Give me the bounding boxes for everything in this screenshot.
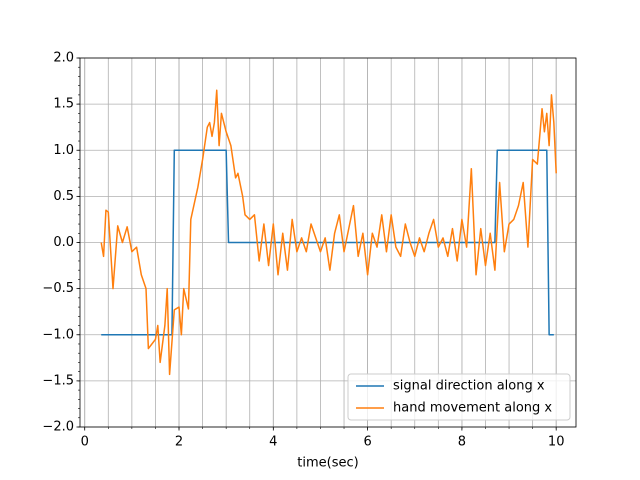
y-tick-label: 1.5 [53, 97, 74, 112]
legend: signal direction along x hand movement al… [347, 373, 571, 421]
legend-box [347, 373, 571, 421]
y-tick-label: −2.0 [42, 420, 74, 435]
y-tick-label: −0.5 [42, 281, 74, 296]
legend-label: signal direction along x [393, 379, 545, 394]
x-tick-label: 8 [458, 435, 466, 450]
y-tick-label: 0.0 [53, 235, 74, 250]
x-tick-label: 6 [363, 435, 371, 450]
y-tick-label: −1.5 [42, 373, 74, 388]
x-axis-label: time(sec) [297, 456, 358, 471]
x-tick-label: 4 [269, 435, 277, 450]
x-tick-label: 10 [548, 435, 565, 450]
y-tick-label: −1.0 [42, 327, 74, 342]
y-tick-label: 2.0 [53, 51, 74, 66]
y-tick-label: 1.0 [53, 143, 74, 158]
axes-frame [79, 57, 577, 428]
x-tick-label: 0 [81, 435, 89, 450]
legend-label: hand movement along x [393, 401, 552, 416]
y-tick-label: 0.5 [53, 189, 74, 204]
x-tick-label: 2 [175, 435, 183, 450]
line-series [100, 89, 557, 376]
